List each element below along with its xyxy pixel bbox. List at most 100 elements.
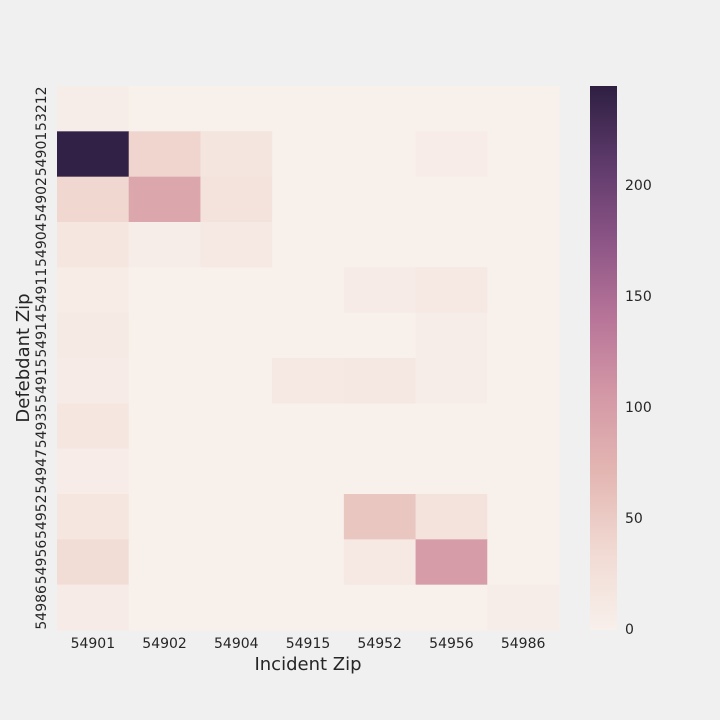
heatmap-cell xyxy=(487,358,560,404)
heatmap-cell xyxy=(200,176,273,223)
heatmap-cell xyxy=(200,358,273,404)
heatmap-cell xyxy=(272,267,345,314)
heatmap-cell xyxy=(272,358,345,404)
heatmap-cell xyxy=(57,176,130,223)
heatmap-cell xyxy=(200,267,273,314)
heatmap-cell xyxy=(200,539,273,586)
colorbar-tick-labels: 0 50 100 150 200 xyxy=(625,178,652,638)
heatmap-cell xyxy=(57,584,130,631)
x-tick-label: 54902 xyxy=(142,636,187,652)
heatmap-cell xyxy=(343,222,417,268)
heatmap-cell xyxy=(415,448,488,495)
heatmap-cell xyxy=(272,131,345,178)
heatmap-cell xyxy=(343,131,417,178)
heatmap-cell xyxy=(415,86,488,132)
colorbar-tick-label: 0 xyxy=(625,622,634,638)
heatmap-cell xyxy=(343,494,417,540)
y-axis-label: Defebdant Zip xyxy=(13,293,34,422)
y-tick-label: 54952 xyxy=(34,494,50,539)
heatmap-cell xyxy=(128,131,202,178)
heatmap-cell xyxy=(57,448,130,495)
heatmap-cell xyxy=(57,358,130,404)
heatmap-cell xyxy=(128,448,202,495)
heatmap-cell xyxy=(415,358,488,404)
heatmap-cell xyxy=(128,539,202,586)
heatmap-cells xyxy=(57,86,560,631)
y-tick-label: 54911 xyxy=(34,268,50,313)
y-tick-label: 54935 xyxy=(34,404,50,449)
heatmap-cell xyxy=(272,176,345,223)
heatmap-cell xyxy=(415,267,488,314)
heatmap-cell xyxy=(57,539,130,586)
y-tick-label: 54947 xyxy=(34,449,50,494)
heatmap-cell xyxy=(343,267,417,314)
heatmap-cell xyxy=(343,584,417,631)
heatmap-cell xyxy=(200,222,273,268)
heatmap-cell xyxy=(272,539,345,586)
y-tick-labels: 5321254901549025490454911549145491554935… xyxy=(34,86,50,629)
heatmap-cell xyxy=(57,494,130,540)
x-tick-label: 54904 xyxy=(214,636,259,652)
heatmap-cell xyxy=(415,539,488,586)
colorbar-tick-label: 200 xyxy=(625,178,652,194)
heatmap-cell xyxy=(487,584,560,631)
heatmap-cell xyxy=(272,584,345,631)
heatmap-cell xyxy=(487,312,560,359)
heatmap-cell xyxy=(415,312,488,359)
heatmap-cell xyxy=(200,312,273,359)
heatmap-cell xyxy=(272,494,345,540)
heatmap-cell xyxy=(272,222,345,268)
heatmap-cell xyxy=(200,403,273,450)
x-tick-label: 54901 xyxy=(71,636,116,652)
heatmap-cell xyxy=(487,176,560,223)
heatmap-cell xyxy=(128,176,202,223)
heatmap-cell xyxy=(128,403,202,450)
heatmap-cell xyxy=(200,86,273,132)
colorbar-tick-label: 100 xyxy=(625,400,652,416)
heatmap-cell xyxy=(200,448,273,495)
heatmap-cell xyxy=(343,312,417,359)
heatmap-cell xyxy=(343,86,417,132)
heatmap-cell xyxy=(415,584,488,631)
colorbar xyxy=(590,86,617,630)
colorbar-tick-label: 50 xyxy=(625,511,643,527)
heatmap-cell xyxy=(272,403,345,450)
heatmap-cell xyxy=(487,448,560,495)
heatmap-cell xyxy=(200,494,273,540)
heatmap-cell xyxy=(487,222,560,268)
heatmap-cell xyxy=(128,222,202,268)
heatmap-cell xyxy=(128,86,202,132)
heatmap-cell xyxy=(272,312,345,359)
y-tick-label: 54914 xyxy=(34,313,50,358)
y-tick-label: 54915 xyxy=(34,358,50,403)
heatmap-cell xyxy=(128,312,202,359)
heatmap-cell xyxy=(272,86,345,132)
y-tick-label: 54956 xyxy=(34,540,50,585)
heatmap-cell xyxy=(343,448,417,495)
heatmap-cell xyxy=(200,584,273,631)
heatmap-cell xyxy=(487,539,560,586)
heatmap-cell xyxy=(415,403,488,450)
heatmap-cell xyxy=(415,131,488,178)
heatmap-cell xyxy=(415,494,488,540)
heatmap-cell xyxy=(272,448,345,495)
heatmap-cell xyxy=(128,584,202,631)
x-tick-label: 54986 xyxy=(501,636,546,652)
heatmap-cell xyxy=(128,267,202,314)
x-tick-labels: 54901 54902 54904 54915 54952 54956 54986 xyxy=(71,636,546,652)
heatmap-cell xyxy=(487,403,560,450)
heatmap-cell xyxy=(487,86,560,132)
heatmap-cell xyxy=(343,176,417,223)
heatmap-cell xyxy=(343,358,417,404)
heatmap-cell xyxy=(128,358,202,404)
heatmap-cell xyxy=(343,403,417,450)
x-tick-label: 54956 xyxy=(429,636,474,652)
heatmap-cell xyxy=(57,222,130,268)
heatmap-cell xyxy=(343,539,417,586)
heatmap-cell xyxy=(200,131,273,178)
x-axis-label: Incident Zip xyxy=(254,654,361,675)
heatmap-cell xyxy=(57,267,130,314)
heatmap-cell xyxy=(57,131,130,178)
heatmap-cell xyxy=(415,222,488,268)
